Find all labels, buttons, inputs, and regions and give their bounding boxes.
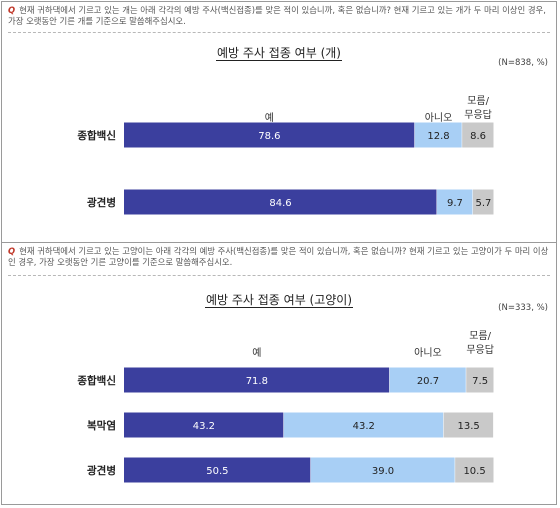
sample-size-note-cat: (N=333, %) [498, 303, 548, 313]
bar-segment [455, 457, 494, 483]
data-label: 84.6 [269, 198, 291, 209]
sample-size-note-dog: (N=838, %) [498, 58, 548, 68]
data-label: 13.5 [458, 421, 480, 432]
legend-label: 무응답 [466, 344, 494, 356]
bar-segment [462, 122, 494, 148]
legend-label: 아니오 [414, 347, 442, 359]
category-label: 광견병 [87, 464, 116, 477]
bar-segment [124, 457, 311, 483]
legend-label: 무응답 [464, 109, 492, 121]
bar-segment [283, 412, 444, 438]
chart-title-dog: 예방 주사 접종 여부 (개) [216, 46, 342, 61]
data-label: 8.6 [470, 131, 486, 142]
bar-segment [310, 457, 455, 483]
bar-segment [124, 189, 437, 215]
data-label: 5.7 [476, 198, 492, 209]
data-label: 39.0 [372, 466, 394, 477]
category-label: 종합백신 [77, 129, 116, 142]
legend-label: 예 [252, 347, 261, 359]
data-label: 43.2 [353, 421, 375, 432]
data-label: 50.5 [206, 466, 228, 477]
data-label: 78.6 [258, 131, 280, 142]
data-label: 9.7 [447, 198, 463, 209]
bar-segment [124, 412, 284, 438]
bar-segment [466, 367, 494, 393]
legend-label: 예 [265, 112, 274, 124]
data-label: 20.7 [417, 376, 439, 387]
data-label: 10.5 [463, 466, 485, 477]
bar-segment [389, 367, 466, 393]
data-label: 43.2 [193, 421, 215, 432]
question-divider [8, 275, 550, 276]
bar-segment [472, 189, 494, 215]
category-label: 광견병 [87, 196, 116, 209]
data-label: 12.8 [427, 131, 449, 142]
question-mark: Q [8, 246, 16, 256]
data-label: 71.8 [246, 376, 268, 387]
data-label: 7.5 [472, 376, 488, 387]
category-label: 종합백신 [77, 374, 116, 387]
bar-segment [124, 122, 415, 148]
cat-vaccination-panel: Q 현재 귀하댁에서 기르고 있는 고양이는 아래 각각의 예방 주사(백신접종)… [2, 243, 556, 505]
bar-segment [124, 367, 390, 393]
chart-title-cat: 예방 주사 접종 여부 (고양이) [204, 293, 354, 308]
legend-label: 모름/ [467, 95, 489, 107]
bar-segment [437, 189, 473, 215]
bar-segment [443, 412, 494, 438]
category-label: 복막염 [87, 419, 116, 432]
dog-vaccination-panel: Q 현재 귀하댁에서 기르고 있는 개는 아래 각각의 예방 주사(백신접종)를 … [2, 2, 556, 242]
panel-divider [2, 242, 556, 243]
question-divider [8, 32, 550, 33]
question-text-cat: Q 현재 귀하댁에서 기르고 있는 고양이는 아래 각각의 예방 주사(백신접종)… [8, 246, 549, 267]
legend-label: 모름/ [469, 330, 491, 342]
question-text-dog: Q 현재 귀하댁에서 기르고 있는 개는 아래 각각의 예방 주사(백신접종)를 … [8, 5, 546, 26]
legend-label: 아니오 [425, 112, 453, 124]
bar-segment [414, 122, 462, 148]
question-mark: Q [8, 5, 16, 15]
